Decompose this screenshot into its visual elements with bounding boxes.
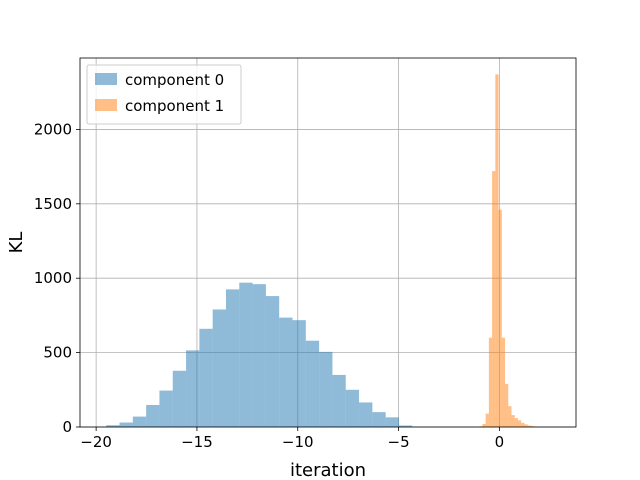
histogram-bar-component-0	[265, 296, 280, 427]
histogram-bar-component-0	[359, 402, 373, 427]
histogram-bar-component-1	[524, 424, 528, 427]
histogram-bar-component-0	[279, 317, 293, 427]
y-tick-label: 1500	[34, 195, 72, 213]
x-tick-label: −20	[80, 433, 112, 451]
y-tick-label: 0	[62, 418, 72, 436]
histogram-bar-component-0	[292, 320, 306, 427]
legend: component 0 component 1	[86, 64, 242, 125]
histogram-bar-component-0	[212, 309, 226, 427]
histogram-bar-component-1	[488, 337, 493, 427]
histogram-bar-component-1	[517, 420, 522, 427]
histogram-bar-component-0	[345, 389, 360, 427]
axis-ticks: −20 −15 −10 −5 0 0 500 1000 1500 2000	[34, 120, 504, 451]
histogram-bar-component-0	[252, 284, 266, 427]
histogram-bar-component-0	[146, 404, 160, 427]
histogram-bar-component-0	[239, 282, 253, 427]
y-tick-label: 2000	[34, 120, 72, 138]
legend-label-component-1: component 1	[125, 97, 224, 115]
histogram-bar-component-0	[132, 416, 147, 427]
histogram-bar-component-1	[495, 74, 499, 427]
x-tick-label: −10	[282, 433, 314, 451]
y-axis-label: KL	[6, 232, 27, 254]
histogram-bar-component-1	[514, 418, 518, 427]
histogram-bar-component-0	[186, 350, 200, 427]
histogram-bar-component-0	[385, 417, 399, 427]
histogram-bar-component-0	[398, 425, 413, 427]
histogram-bar-component-1	[498, 209, 502, 427]
plot-frame	[79, 57, 577, 428]
x-axis-label: iteration	[290, 460, 366, 480]
histogram-bar-component-0	[225, 289, 240, 427]
histogram-bar-component-0	[159, 390, 173, 427]
histogram-bar-component-1	[530, 426, 535, 427]
histogram-bar-component-0	[332, 374, 346, 427]
histogram-bar-component-1	[508, 406, 512, 427]
histogram-bar-component-1	[527, 425, 531, 427]
histogram-bar-component-0	[305, 340, 320, 427]
x-tick-label: 0	[495, 433, 505, 451]
histogram-bar-component-1	[485, 413, 489, 427]
histogram-bar-component-1	[482, 424, 486, 427]
histogram-bar-component-1	[511, 415, 515, 427]
histogram-bars	[106, 74, 538, 427]
histogram-bar-component-1	[521, 422, 525, 427]
histogram-bar-component-0	[119, 422, 133, 427]
histogram-bar-component-1	[501, 337, 506, 427]
histogram-bar-component-0	[106, 425, 120, 427]
x-tick-label: −15	[181, 433, 213, 451]
histogram-bar-component-1	[505, 383, 509, 427]
legend-label-component-0: component 0	[125, 71, 224, 89]
histogram-bar-component-0	[199, 328, 213, 427]
legend-swatch-component-1	[95, 99, 117, 111]
histogram-bar-component-0	[172, 370, 187, 427]
legend-swatch-component-0	[95, 73, 117, 85]
y-tick-label: 1000	[34, 269, 72, 287]
legend-box	[86, 64, 242, 125]
x-tick-label: −5	[388, 433, 410, 451]
y-tick-label: 500	[43, 344, 72, 362]
histogram-bar-component-0	[319, 351, 333, 427]
histogram-bar-component-0	[372, 412, 386, 427]
histogram-bar-component-1	[492, 171, 496, 427]
